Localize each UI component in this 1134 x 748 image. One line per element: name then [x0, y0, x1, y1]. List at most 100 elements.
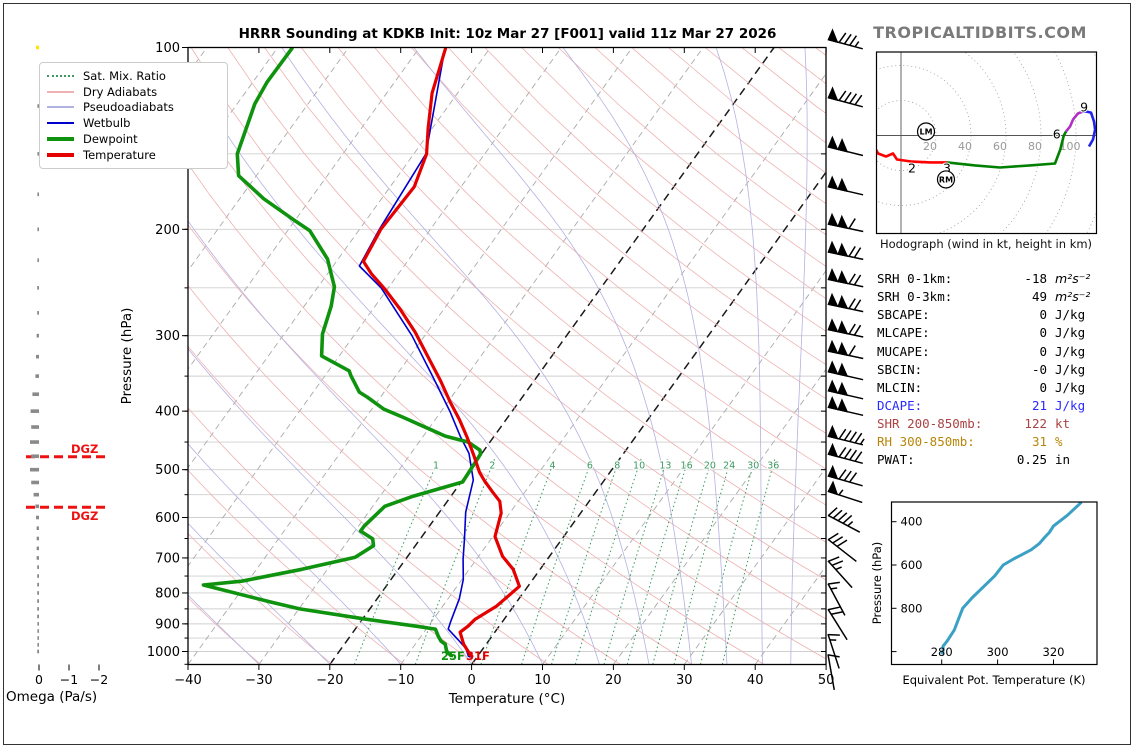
wind-barb [827, 318, 864, 338]
thetae-plot [940, 502, 1083, 655]
omega-bar [36, 515, 39, 520]
wind-barb [827, 212, 864, 233]
omega-panel: 0 −1 −2 [30, 45, 108, 687]
index-row: MLCIN: 0 J/kg [877, 380, 1099, 398]
svg-text:100: 100 [155, 41, 180, 56]
index-row: RH 300-850mb: 31% [877, 434, 1099, 452]
legend-label: Sat. Mix. Ratio [83, 68, 166, 83]
index-unit: J/kg [1055, 361, 1086, 377]
omega-bar [37, 311, 39, 315]
index-label: MUCAPE: [877, 343, 930, 359]
index-value: 31 [1031, 434, 1047, 450]
omega-bar [36, 45, 39, 50]
svg-text:400: 400 [901, 515, 923, 529]
hodograph-caption: Hodograph (wind in kt, height in km) [879, 237, 1093, 251]
index-label: SHR 200-850mb: [877, 416, 983, 432]
index-label: MLCIN: [877, 379, 923, 395]
index-unit: J/kg [1055, 307, 1086, 323]
index-value: -0 [1031, 361, 1047, 377]
svg-text:40: 40 [958, 140, 972, 153]
index-unit: m²s⁻² [1055, 289, 1091, 305]
omega-bar [37, 565, 39, 569]
watermark-logo: TROPICALTIDBITS.COM [873, 23, 1087, 42]
wind-barb [827, 292, 864, 313]
svg-text:0: 0 [467, 673, 475, 688]
legend-swatch-dry-adiabats [47, 90, 74, 93]
svg-text:300: 300 [987, 645, 1009, 659]
legend-item: Dry Adiabats [47, 84, 219, 100]
index-unit: J/kg [1055, 325, 1086, 341]
omega-bar [37, 643, 39, 647]
hodograph-trace-03km [876, 147, 947, 164]
index-label: SRH 0-3km: [877, 289, 953, 305]
legend-label: Temperature [83, 147, 156, 162]
index-row: SHR 200-850mb: 122 kt [877, 416, 1099, 434]
legend-swatch-sat-mix-ratio [47, 74, 74, 77]
svg-text:700: 700 [155, 551, 180, 566]
svg-text:13: 13 [659, 461, 671, 472]
storm-motion-marker [936, 170, 956, 189]
svg-text:6: 6 [587, 461, 593, 472]
svg-text:2: 2 [489, 461, 495, 472]
wind-barb [827, 633, 840, 669]
legend-swatch-dewpoint [47, 137, 74, 142]
hodograph-trace-9km [1083, 110, 1097, 148]
surface-temperature-label: 31F [466, 649, 490, 663]
svg-text:1000: 1000 [147, 645, 180, 660]
svg-text:4: 4 [550, 461, 556, 472]
legend-swatch-wetbulb [47, 122, 74, 125]
index-label: MLCAPE: [877, 325, 930, 341]
omega-bar [32, 392, 39, 397]
index-row: MUCAPE: 0 J/kg [877, 344, 1099, 362]
omega-bar [36, 536, 39, 541]
svg-text:24: 24 [723, 461, 735, 472]
omega-bar [37, 614, 39, 619]
wind-barb [827, 135, 864, 157]
thetae-curve [940, 502, 1083, 655]
legend-label: Wetbulb [83, 116, 131, 131]
svg-text:500: 500 [155, 463, 180, 478]
wind-barb-column [827, 28, 865, 690]
omega-bar [33, 492, 39, 497]
wind-barb [827, 581, 846, 616]
index-row: SRH 0-3km: 49 m²s⁻² [877, 289, 1099, 307]
svg-text:280: 280 [931, 645, 953, 659]
skewt-y-axis-label: Pressure (hPa) [119, 307, 135, 405]
wind-barb [827, 532, 857, 563]
omega-bar [36, 333, 39, 338]
index-label: DCAPE: [877, 397, 923, 413]
svg-text:1: 1 [866, 137, 874, 152]
wind-barb [827, 86, 863, 108]
indices-panel: SRH 0-1km: -18 m²s⁻² SRH 0-3km: 49 m²s⁻² SBCAP… [877, 271, 1099, 471]
svg-text:300: 300 [155, 329, 180, 344]
svg-text:40: 40 [747, 673, 764, 688]
wind-barb [827, 267, 864, 288]
svg-text:600: 600 [155, 511, 180, 526]
wind-barb [827, 654, 840, 690]
index-label: SRH 0-1km: [877, 271, 953, 286]
svg-text:2: 2 [908, 161, 916, 176]
legend-label: Dewpoint [83, 132, 138, 147]
omega-bar [36, 354, 39, 359]
legend-item: Sat. Mix. Ratio [47, 68, 219, 84]
temperature-curve [361, 47, 522, 659]
hodograph-trace-69km [1064, 110, 1084, 133]
svg-text:600: 600 [901, 558, 923, 572]
omega-bar [31, 454, 39, 459]
legend-label: Dry Adiabats [83, 84, 158, 99]
index-value: -18 [1024, 271, 1047, 286]
wind-barb [827, 339, 864, 360]
index-value: 21 [1031, 397, 1047, 413]
wind-barb [827, 175, 864, 196]
hodograph-plot: 20 40 60 80 100 1 2 3 6 9 LM RM [866, 52, 1097, 234]
wind-barb [827, 28, 863, 50]
index-unit: m²s⁻² [1055, 271, 1091, 286]
omega-bar [36, 556, 39, 560]
svg-text:LM: LM [919, 127, 932, 136]
omega-bar [30, 440, 39, 444]
skewt-background: 1 2 4 6 8 10 13 16 20 24 30 36 [188, 47, 826, 665]
svg-text:1: 1 [433, 461, 439, 472]
index-row: DCAPE: 21 J/kg [877, 398, 1099, 416]
index-value: 122 [1024, 416, 1047, 432]
